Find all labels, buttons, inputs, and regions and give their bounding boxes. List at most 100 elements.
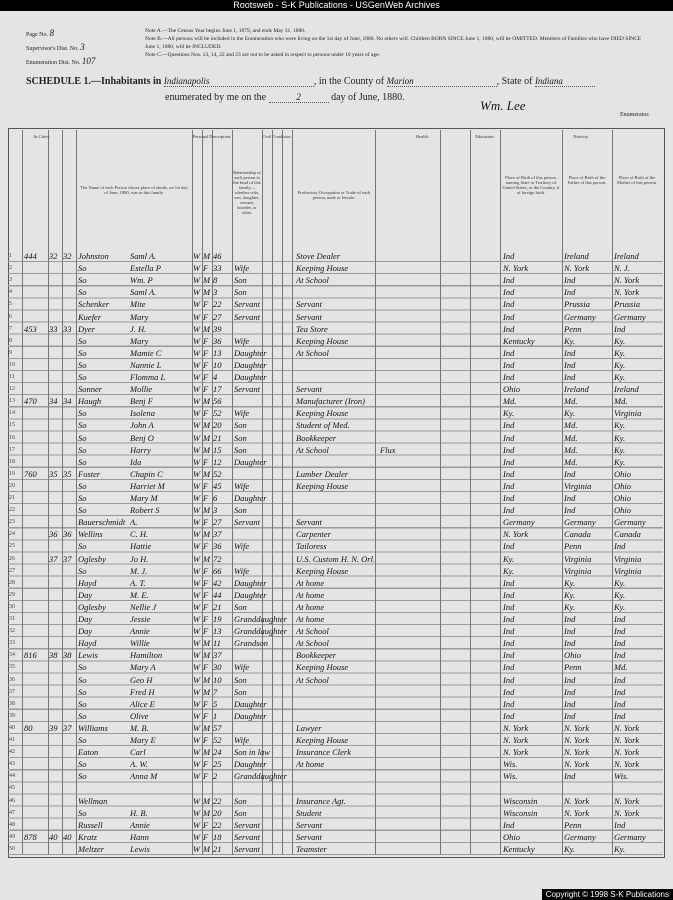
cell-surname: Day: [78, 626, 93, 637]
cell-color: W: [193, 251, 201, 261]
cell-birthplace: Wis.: [503, 759, 518, 770]
cell-dwelling: 470: [24, 396, 37, 407]
cell-line: 17: [9, 446, 15, 453]
cell-father: Ind: [564, 674, 576, 685]
cell-line: 12: [9, 386, 15, 393]
cell-age: 22: [213, 819, 222, 830]
cell-line: 33: [9, 640, 15, 647]
cell-mother: Ind: [614, 614, 626, 624]
cell-sex: F: [203, 541, 209, 552]
row-rules: [8, 250, 663, 860]
cell-occupation: Servant: [296, 819, 322, 830]
cell-color: W: [193, 493, 201, 503]
cell-fam2: 37: [63, 553, 72, 564]
cell-father: N. York: [564, 759, 590, 770]
cell-given: Hann: [130, 831, 149, 842]
cell-mother: Ohio: [614, 493, 631, 503]
cell-father: N. York: [564, 795, 590, 806]
cell-color: W: [193, 831, 201, 842]
cell-sex: F: [203, 771, 209, 782]
cell-surname: Wellins: [78, 529, 103, 540]
cell-line: 34: [9, 652, 15, 659]
cell-father: Ind: [564, 614, 576, 624]
cell-age: 12: [213, 456, 222, 467]
cell-occupation: Insurance Clerk: [296, 747, 352, 758]
cell-color: W: [193, 468, 201, 479]
cell-age: 30: [213, 662, 222, 673]
cell-age: 13: [213, 626, 222, 637]
cell-given: Ida: [130, 456, 142, 467]
cell-age: 22: [213, 299, 222, 310]
cell-birthplace: Ind: [503, 614, 515, 624]
cell-mother: Ky.: [614, 577, 626, 588]
cell-occupation: Carpenter: [296, 529, 331, 540]
cell-line: 1: [9, 253, 12, 259]
cell-father: Ind: [564, 686, 576, 697]
cell-surname: Bauerschmidt: [78, 517, 126, 528]
cell-birthplace: Ind: [503, 577, 515, 588]
cell-dwelling: 453: [24, 323, 37, 334]
day: 2: [268, 92, 329, 103]
cell-mother: N. York: [614, 287, 640, 298]
cell-mother: Md.: [614, 396, 628, 407]
cell-dwelling: 878: [24, 831, 37, 842]
cell-line: 30: [9, 603, 15, 610]
cell-mother: Prussia: [614, 299, 640, 310]
cell-occupation: Bookkeeper: [296, 432, 337, 443]
cell-color: W: [193, 565, 201, 576]
cell-sex: F: [203, 480, 209, 491]
cell-line: 32: [9, 628, 15, 635]
cell-father: Ind: [564, 638, 576, 649]
cell-mother: Ind: [614, 541, 626, 552]
cell-father: Ind: [564, 771, 576, 782]
cell-given: Benj F: [130, 396, 153, 407]
cell-given: Benj O: [130, 432, 154, 443]
cell-relation: Daughter: [234, 698, 267, 709]
enumerated-label: enumerated by me on the: [165, 92, 267, 103]
cell-line: 10: [9, 361, 15, 368]
cell-birthplace: Ind: [503, 456, 515, 467]
cell-relation: Son: [234, 795, 247, 806]
cell-color: W: [193, 759, 201, 770]
cell-line: 39: [9, 712, 15, 719]
cell-relation: Granddaughter: [234, 771, 287, 782]
cell-relation: Wife: [234, 480, 250, 491]
cell-color: W: [193, 843, 201, 854]
col-header: Health.: [415, 134, 430, 139]
enumerator-label: Enumerator.: [620, 112, 650, 118]
cell-relation: Son: [234, 287, 247, 298]
cell-line: 43: [9, 761, 15, 768]
cell-line: 46: [9, 797, 15, 804]
cell-line: 15: [9, 422, 15, 429]
cell-color: W: [193, 601, 201, 612]
cell-birthplace: Germany: [503, 517, 535, 528]
cell-surname: Wellman: [78, 795, 108, 806]
enumerated-line: enumerated by me on the 2 day of June, 1…: [165, 92, 405, 103]
cell-father: N. York: [564, 722, 590, 733]
state-label: , State of: [496, 76, 533, 87]
cell-color: W: [193, 747, 201, 758]
cell-surname: Day: [78, 614, 93, 624]
cell-line: 45: [9, 785, 15, 792]
cell-sex: F: [203, 601, 209, 612]
cell-mother: Md.: [614, 662, 628, 673]
cell-occupation: Student: [296, 807, 322, 818]
cell-father: Canada: [564, 529, 591, 540]
cell-color: W: [193, 710, 201, 721]
cell-birthplace: Ky.: [503, 553, 515, 564]
cell-line: 26: [9, 555, 15, 562]
cell-birthplace: Wisconsin: [503, 807, 538, 818]
cell-sex: M: [203, 396, 211, 407]
cell-occupation: Stove Dealer: [296, 251, 341, 261]
cell-father: Ind: [564, 287, 576, 298]
cell-color: W: [193, 323, 201, 334]
cell-mother: N. York: [614, 807, 640, 818]
cell-fam2: 35: [63, 468, 72, 479]
cell-given: Geo H: [130, 674, 153, 685]
cell-occupation: At School: [296, 444, 329, 455]
cell-sex: M: [203, 650, 211, 661]
cell-given: Robert S: [130, 505, 160, 516]
note: Note C.—Questions Nos. 13, 14, 22 and 23…: [145, 52, 380, 58]
cell-family: 36: [49, 529, 58, 540]
